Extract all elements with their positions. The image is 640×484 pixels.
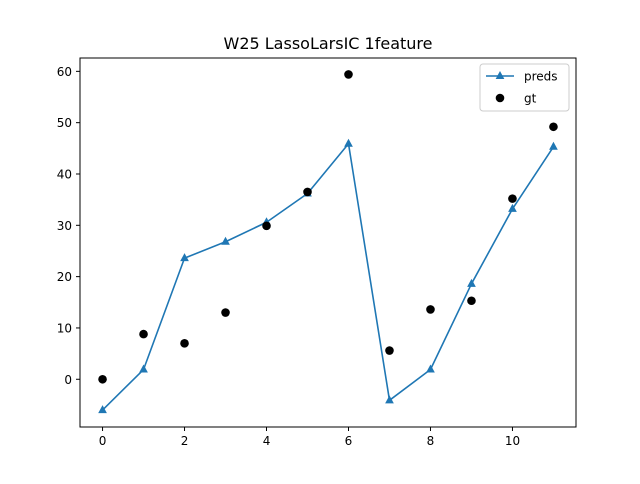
legend: preds gt [479,63,570,112]
x-tick-label: 2 [181,434,189,448]
preds-marker [508,203,517,212]
gt-point [344,70,353,79]
series-layer [98,70,558,414]
x-tick-label: 8 [427,434,435,448]
y-tick-label: 10 [57,321,72,335]
x-axis: 0 2 4 6 8 10 [99,427,520,448]
y-tick-label: 40 [57,167,72,181]
preds-marker [221,236,230,245]
gt-point [139,329,148,339]
gt-point [508,194,517,203]
preds-marker [180,253,189,262]
x-tick-label: 6 [345,434,353,448]
gt-point [98,374,107,384]
gt-point [467,296,476,306]
gt-point [180,339,189,348]
x-tick-label: 0 [99,434,107,448]
preds-marker [426,364,435,373]
gt-point [221,308,230,317]
plot-frame [79,57,577,428]
preds-line [101,142,555,411]
legend-gt-label: gt [524,92,537,106]
y-tick-label: 0 [64,373,72,387]
y-tick-label: 50 [57,116,72,130]
gt-point [262,221,271,231]
y-axis: 0 10 20 30 40 50 60 [57,65,80,387]
preds-marker [98,405,107,414]
preds-marker [467,278,476,287]
y-tick-label: 60 [57,65,72,79]
x-tick-label: 4 [263,434,271,448]
preds-marker [549,141,558,150]
gt-point [303,187,312,197]
x-tick-label: 10 [505,434,520,448]
y-tick-label: 30 [57,219,72,233]
y-tick-label: 20 [57,270,72,284]
plot-area [80,58,576,427]
gt-point [385,346,394,355]
plot-background [80,58,576,427]
chart-title: W25 LassoLarsIC 1feature [224,34,433,53]
gt-point [549,122,558,132]
legend-preds-marker [495,71,505,79]
preds-marker [385,395,394,404]
preds-marker [139,364,148,373]
gt-point [426,305,435,314]
legend-gt-marker [495,93,505,103]
legend-preds-label: preds [524,70,558,84]
preds-marker [344,138,353,147]
